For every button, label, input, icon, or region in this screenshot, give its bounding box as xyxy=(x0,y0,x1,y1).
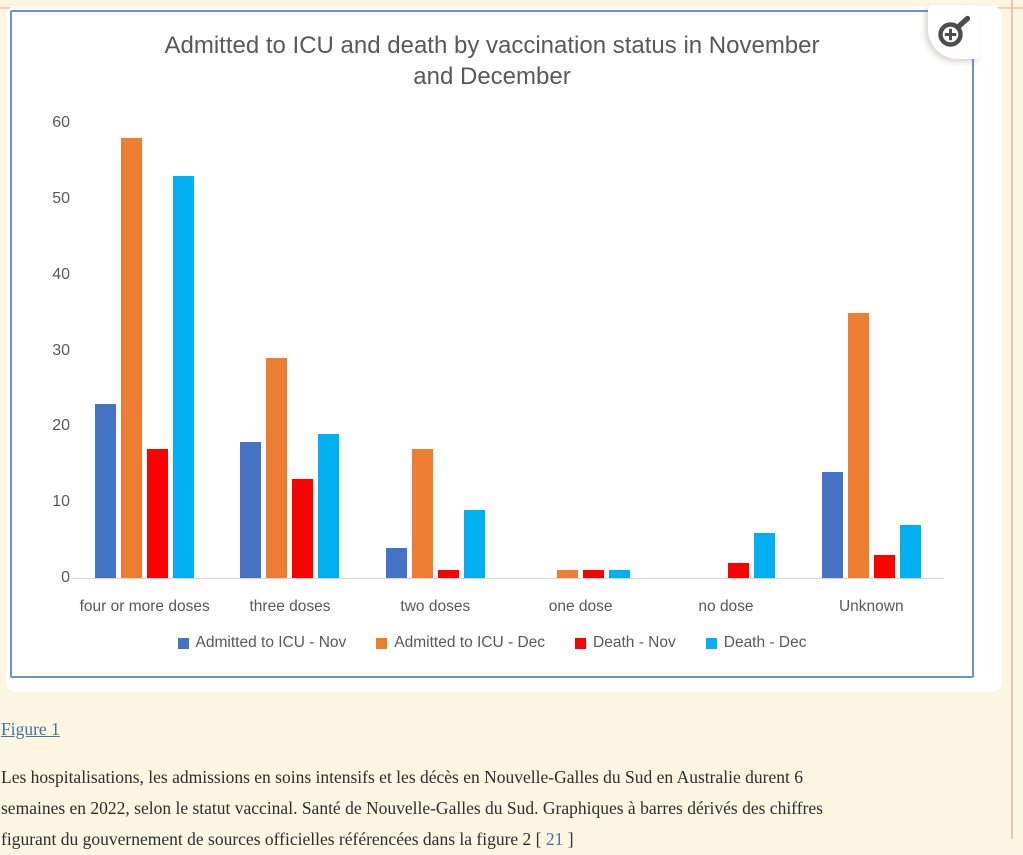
bar xyxy=(899,525,921,578)
bar xyxy=(437,570,459,578)
bar-group-no-dose xyxy=(653,12,798,578)
bar xyxy=(173,176,195,578)
y-tick-label: 30 xyxy=(52,341,70,359)
bar xyxy=(240,442,262,578)
x-axis-line xyxy=(72,578,944,579)
bar xyxy=(411,449,433,578)
x-axis-category-labels: four or more doses three doses two doses on… xyxy=(72,598,944,616)
category-label: two doses xyxy=(400,598,471,615)
bar xyxy=(266,358,288,578)
legend-label: Death - Nov xyxy=(593,634,676,651)
bar xyxy=(463,510,485,578)
bar xyxy=(583,570,605,578)
bar xyxy=(121,138,143,578)
category-label: one dose xyxy=(548,598,613,615)
caption-line-2: semaines en 2022, selon le statut vaccin… xyxy=(1,798,823,818)
category-label: three doses xyxy=(249,598,331,615)
y-tick-label: 10 xyxy=(52,493,70,511)
legend-color-swatch xyxy=(705,637,717,649)
legend-item: Admitted to ICU - Dec xyxy=(376,634,545,652)
category-label: four or more doses xyxy=(79,598,210,615)
bar-chart-figure: Admitted to ICU and death by vaccination… xyxy=(10,10,974,678)
bar-group-two-doses xyxy=(363,12,508,578)
legend-item: Death - Dec xyxy=(705,634,807,652)
bar xyxy=(873,555,895,578)
caption-line-3-text: figurant du gouvernement de sources offi… xyxy=(1,829,546,849)
bar xyxy=(147,449,169,578)
bar xyxy=(609,570,631,578)
figure-caption: Les hospitalisations, les admissions en … xyxy=(1,762,991,855)
plot-area xyxy=(72,12,944,578)
bar xyxy=(847,313,869,578)
figure-zoom-button[interactable] xyxy=(928,5,980,59)
y-tick-label: 20 xyxy=(52,417,70,435)
caption-line-3-suffix: ] xyxy=(563,829,574,849)
legend-label: Death - Dec xyxy=(723,634,807,651)
bar xyxy=(385,548,407,578)
bar-group-three-doses xyxy=(217,12,362,578)
bar xyxy=(557,570,579,578)
page-right-border xyxy=(1011,0,1013,839)
category-label: Unknown xyxy=(838,598,904,615)
y-tick-label: 60 xyxy=(52,114,70,132)
legend-item: Death - Nov xyxy=(575,634,676,652)
article-figure-panel: Admitted to ICU and death by vaccination… xyxy=(6,5,1002,692)
figure-1-link[interactable]: Figure 1 xyxy=(1,719,60,739)
bar xyxy=(95,404,117,578)
legend-color-swatch xyxy=(376,637,388,649)
y-tick-label: 40 xyxy=(52,265,70,283)
bar-group-Unknown xyxy=(799,12,944,578)
bar xyxy=(728,563,750,578)
bar xyxy=(318,434,340,578)
legend-color-swatch xyxy=(177,637,189,649)
legend-label: Admitted to ICU - Dec xyxy=(394,634,546,651)
caption-line-3: figurant du gouvernement de sources offi… xyxy=(1,824,991,855)
category-label: no dose xyxy=(698,598,754,615)
bar-group-four-or-more-doses xyxy=(72,12,217,578)
bar xyxy=(292,479,314,578)
legend-color-swatch xyxy=(575,637,587,649)
chart-title-line: Admitted to ICU and death by vaccination… xyxy=(164,32,820,59)
y-tick-label: 50 xyxy=(52,190,70,207)
y-tick-label: 0 xyxy=(61,569,70,586)
chart-title: Admitted to ICU and death by vaccination… xyxy=(12,30,972,92)
chart-legend: Admitted to ICU - Nov Admitted to ICU - D… xyxy=(12,634,972,652)
legend-label: Admitted to ICU - Nov xyxy=(195,634,347,651)
caption-line-1: Les hospitalisations, les admissions en … xyxy=(1,767,803,787)
reference-21-link[interactable]: 21 xyxy=(545,829,564,849)
legend-item: Admitted to ICU - Nov xyxy=(177,634,347,652)
bar xyxy=(821,472,843,578)
magnifier-plus-icon xyxy=(935,13,973,51)
chart-title-line: and December xyxy=(413,63,571,90)
bar-group-one-dose xyxy=(508,12,653,578)
bar xyxy=(754,533,776,578)
